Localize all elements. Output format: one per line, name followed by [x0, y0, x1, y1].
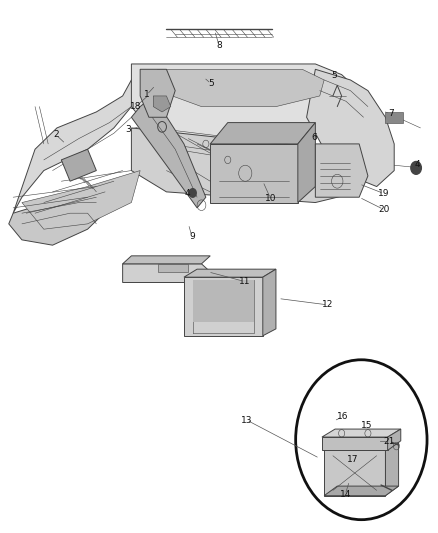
Text: 18: 18: [130, 102, 141, 111]
Polygon shape: [158, 264, 188, 272]
Text: 4: 4: [414, 160, 420, 168]
Polygon shape: [324, 486, 399, 496]
Polygon shape: [131, 64, 359, 144]
Polygon shape: [388, 429, 401, 450]
Polygon shape: [263, 269, 276, 336]
Text: 7: 7: [388, 109, 394, 118]
Polygon shape: [9, 192, 110, 245]
Text: 5: 5: [208, 79, 214, 88]
Polygon shape: [307, 69, 394, 187]
Polygon shape: [210, 144, 298, 203]
Text: 13: 13: [241, 416, 252, 424]
Text: 21: 21: [383, 437, 395, 446]
Text: 8: 8: [216, 41, 222, 50]
Text: 20: 20: [378, 205, 389, 214]
Polygon shape: [315, 144, 368, 197]
Polygon shape: [385, 112, 403, 123]
Polygon shape: [298, 123, 315, 203]
Text: 5: 5: [331, 71, 337, 80]
Text: 1: 1: [144, 91, 150, 99]
Text: 16: 16: [337, 413, 348, 421]
Polygon shape: [158, 69, 324, 107]
Text: 15: 15: [361, 421, 373, 430]
Polygon shape: [131, 96, 206, 208]
Polygon shape: [322, 429, 401, 437]
Text: 14: 14: [339, 490, 351, 499]
Polygon shape: [184, 277, 263, 336]
Text: 19: 19: [378, 189, 389, 198]
Text: 12: 12: [322, 301, 333, 309]
Text: 17: 17: [347, 456, 358, 464]
Polygon shape: [153, 96, 171, 112]
Text: 6: 6: [311, 133, 318, 142]
Polygon shape: [210, 123, 315, 144]
Polygon shape: [61, 149, 96, 181]
Polygon shape: [385, 442, 399, 496]
Text: 2: 2: [53, 131, 59, 139]
Polygon shape: [140, 69, 175, 117]
Text: 3: 3: [125, 125, 131, 134]
Polygon shape: [193, 280, 254, 322]
Text: 9: 9: [189, 232, 195, 240]
Polygon shape: [13, 69, 140, 213]
Polygon shape: [131, 128, 359, 203]
Polygon shape: [324, 450, 385, 496]
Polygon shape: [322, 437, 388, 450]
Text: 10: 10: [265, 195, 276, 203]
Polygon shape: [22, 171, 140, 229]
Polygon shape: [184, 269, 276, 277]
Circle shape: [296, 360, 427, 520]
Circle shape: [189, 189, 196, 197]
Circle shape: [411, 161, 421, 174]
Polygon shape: [123, 256, 210, 264]
Text: 4: 4: [185, 189, 190, 198]
Polygon shape: [123, 264, 210, 282]
Text: 11: 11: [239, 277, 250, 286]
